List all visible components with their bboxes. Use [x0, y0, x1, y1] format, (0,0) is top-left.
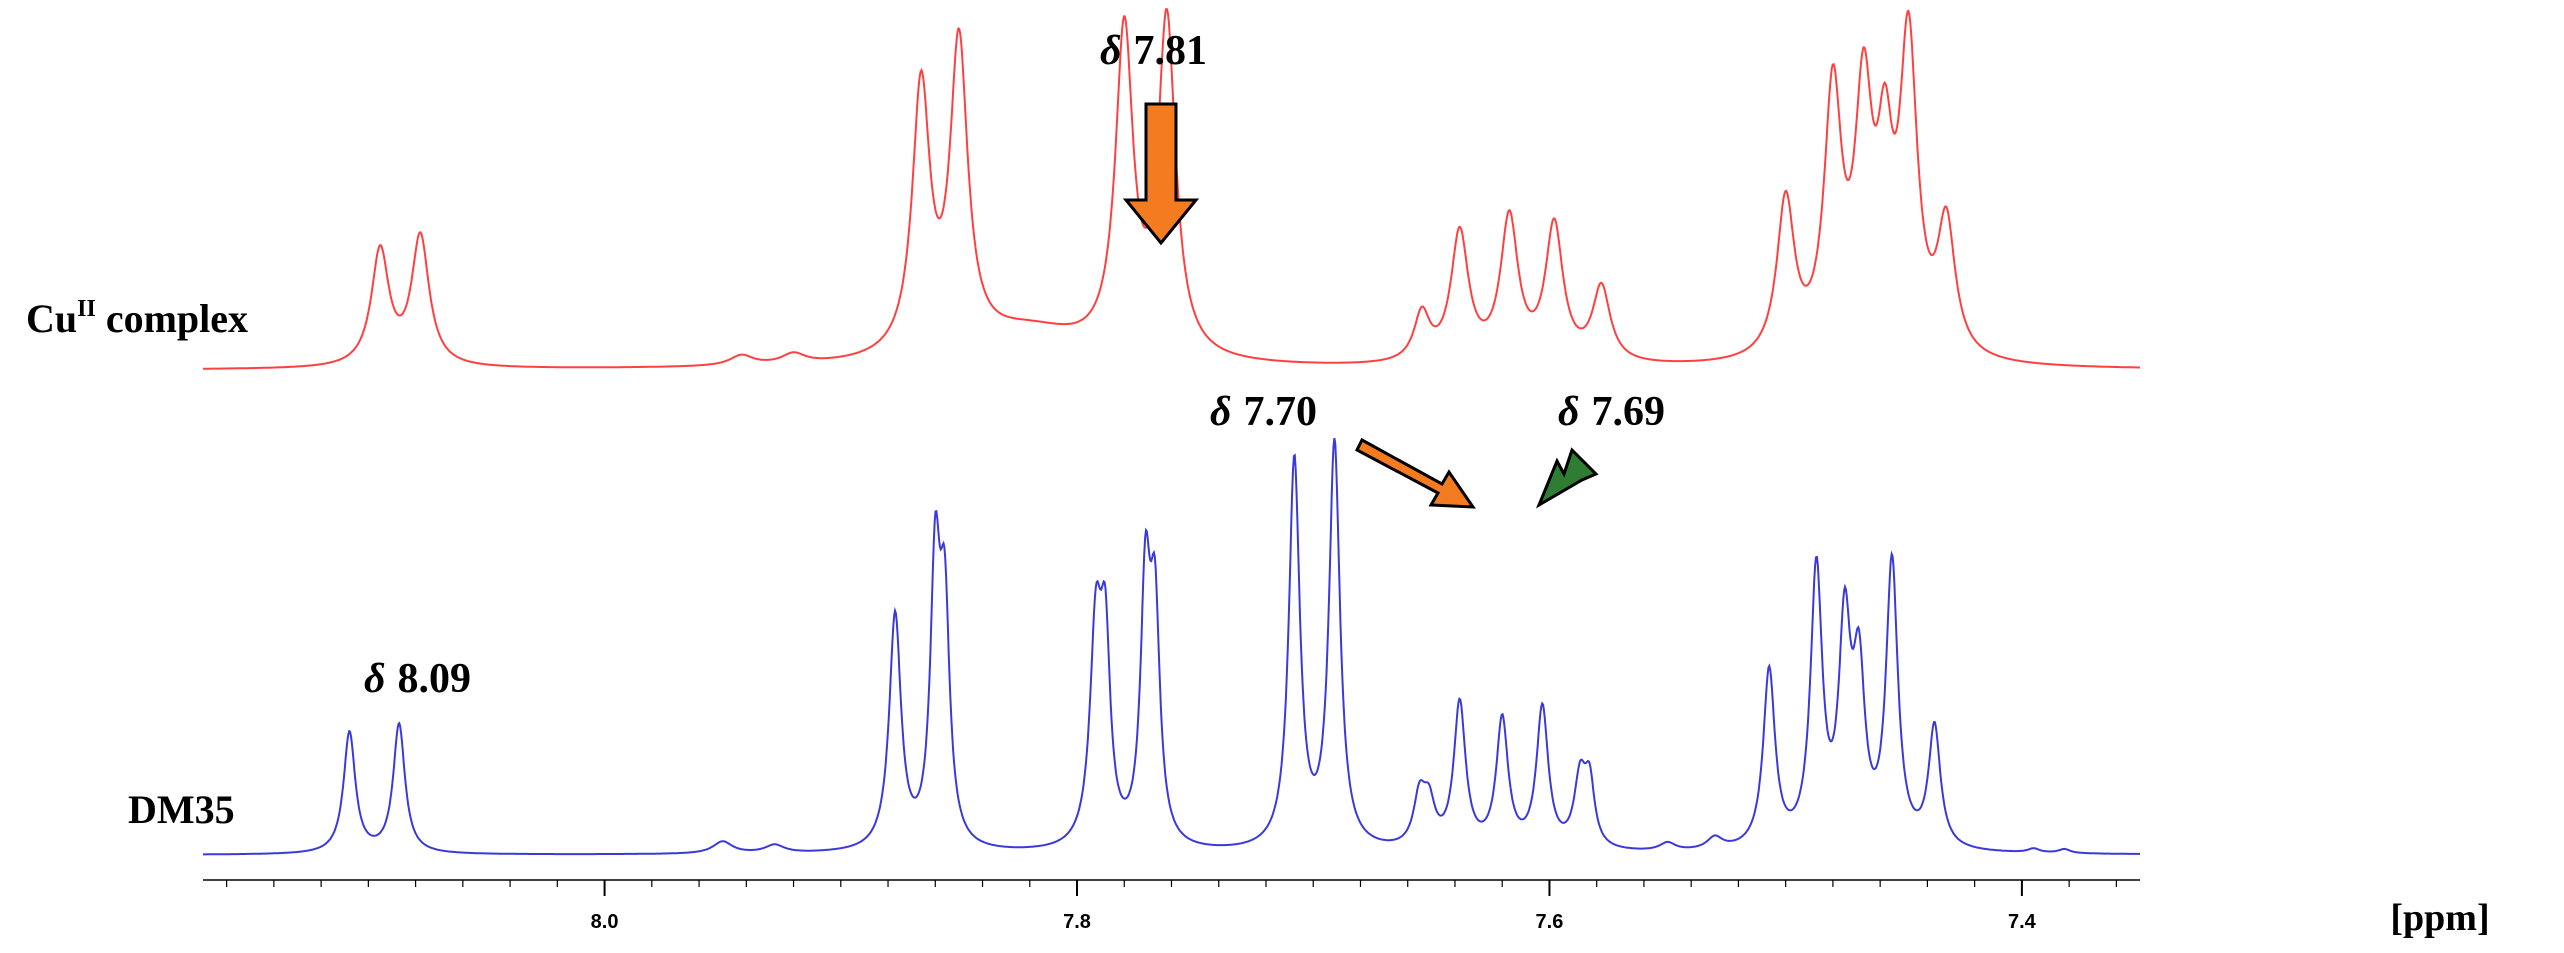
arrow-orange-diagonal — [1355, 437, 1476, 509]
x-tick-label: 7.4 — [2008, 911, 2037, 933]
x-tick-label: 7.8 — [1063, 911, 1091, 933]
annotation-7-70: δ 7.70 — [1210, 389, 1476, 509]
annotation-8-09: δ 8.09 — [364, 656, 471, 702]
annotation-7-81: δ 7.81 — [1100, 28, 1207, 246]
series-label-dm35: DM35 — [128, 787, 235, 832]
series-label-cu-complex: CuII complex — [26, 296, 248, 341]
x-tick-label: 7.6 — [1536, 911, 1564, 933]
svg-text:δ7.81: δ 7.81 — [1100, 28, 1207, 74]
x-axis-label: [ppm] — [2390, 897, 2489, 939]
dm35-spectrum-line — [203, 437, 2141, 856]
x-tick-label: 8.0 — [591, 911, 619, 933]
svg-text:δ8.09: δ 8.09 — [364, 656, 471, 702]
arrow-down-orange — [1122, 102, 1200, 246]
svg-text:δ7.70: δ 7.70 — [1210, 389, 1317, 435]
arrow-green-diagonal — [1535, 447, 1599, 509]
cu-complex-spectrum-line — [203, 7, 2140, 370]
svg-text:δ7.69: δ 7.69 — [1558, 389, 1665, 435]
x-axis-ticks: 8.0 7.8 7.6 7.4 — [226, 880, 2117, 933]
annotation-7-69: δ 7.69 — [1535, 389, 1665, 509]
